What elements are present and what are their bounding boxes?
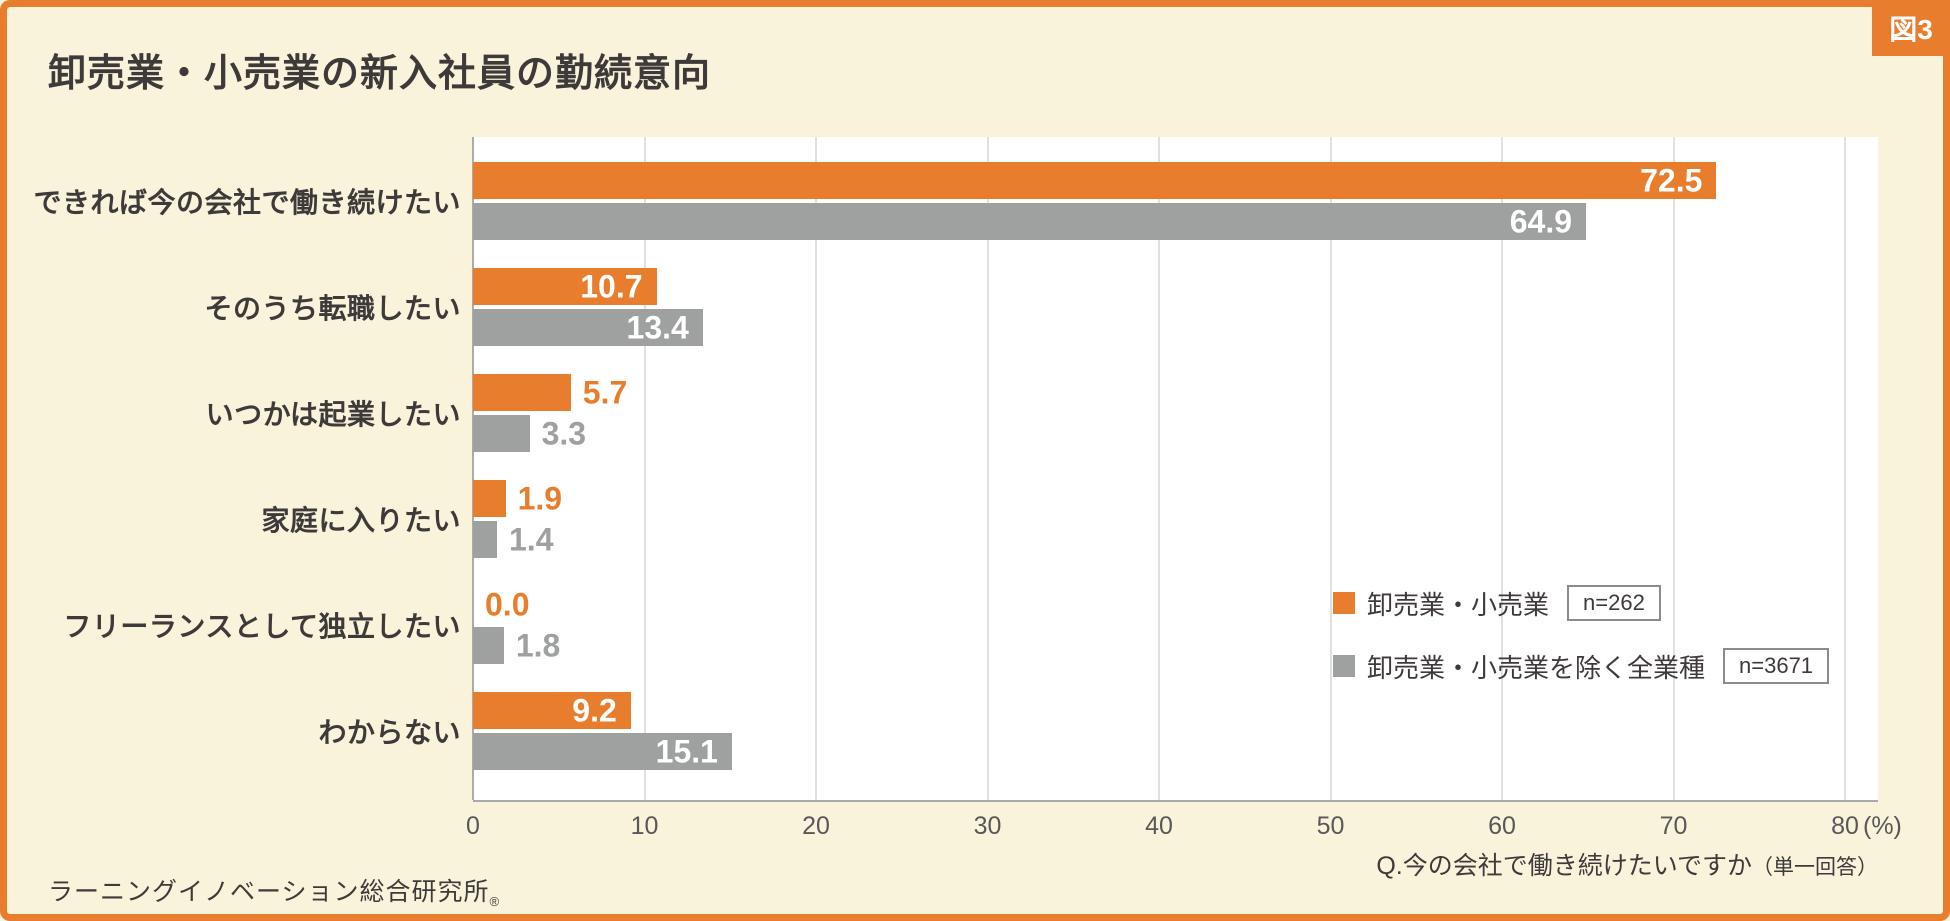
bar-wholesale-retail: 9.2 <box>473 692 631 729</box>
value-label: 15.1 <box>655 733 718 769</box>
survey-question-note: （単一回答） <box>1752 856 1878 879</box>
category-label: そのうち転職したい <box>204 293 461 324</box>
bar-wholesale-retail: 10.7 <box>473 268 657 305</box>
bar-row-wholesale-retail-2: 5.7 <box>473 374 1845 411</box>
gridline-50 <box>1329 137 1332 800</box>
bar-all-other: 15.1 <box>473 733 732 770</box>
x-tick-30: 30 <box>973 812 1002 840</box>
x-tick-40: 40 <box>1145 812 1173 840</box>
legend-n-badge: n=262 <box>1567 585 1661 621</box>
gridline-10 <box>643 137 646 800</box>
bar-row-wholesale-retail-1: 10.7 <box>473 268 1845 305</box>
bar-row-all-other-1: 13.4 <box>473 309 1845 346</box>
category-label: いつかは起業したい <box>205 399 461 430</box>
bar-row-all-other-0: 64.9 <box>473 203 1845 240</box>
chart-plot-area: 卸売業・小売業 n=262 卸売業・小売業を除く全業種 n=3671 0 10 20… <box>466 137 1902 840</box>
x-tick-60: 60 <box>1488 812 1516 840</box>
bar-all-other: 13.4 <box>473 309 703 346</box>
figure-number-badge: 図3 <box>1872 0 1950 56</box>
registered-trademark-mark: ® <box>489 894 501 909</box>
bar-row-all-other-3: 1.4 <box>473 521 1845 558</box>
category-label: わからない <box>318 717 461 748</box>
x-tick-10: 10 <box>630 812 659 840</box>
gridline-70 <box>1672 137 1675 800</box>
legend-label: 卸売業・小売業を除く全業種 <box>1367 652 1706 683</box>
value-label: 3.3 <box>541 415 587 451</box>
bar-row-wholesale-retail-3: 1.9 <box>473 480 1845 517</box>
x-tick-20: 20 <box>802 812 830 840</box>
bar-all-other <box>473 521 497 558</box>
value-label: 1.8 <box>515 627 561 663</box>
bar-row-wholesale-retail-5: 9.2 <box>473 692 1845 729</box>
gridline-80 <box>1844 137 1846 800</box>
gridline-20 <box>815 137 817 800</box>
bar-wholesale-retail <box>473 374 571 411</box>
x-axis-unit: (%) <box>1863 812 1902 840</box>
bar-row-all-other-4: 1.8 <box>473 627 1845 664</box>
value-label: 5.7 <box>582 374 628 410</box>
bar-all-other: 64.9 <box>473 203 1587 240</box>
value-label: 0.0 <box>485 586 530 622</box>
x-tick-0: 0 <box>466 812 480 840</box>
legend-swatch-orange <box>1333 592 1355 614</box>
legend-item-all-other-industries: 卸売業・小売業を除く全業種 n=3671 <box>1333 648 1830 684</box>
bar-wholesale-retail <box>473 480 506 517</box>
survey-question: Q.今の会社で働き続けたいですか（単一回答） <box>1376 846 1878 882</box>
value-label: 1.4 <box>509 521 554 557</box>
category-label: できれば今の会社で働き続けたい <box>33 187 461 218</box>
value-label: 64.9 <box>1509 203 1573 239</box>
page-title: 卸売業・小売業の新入社員の勤続意向 <box>48 53 712 95</box>
legend-swatch-gray <box>1333 655 1355 677</box>
bar-row-all-other-2: 3.3 <box>473 415 1845 452</box>
legend: 卸売業・小売業 n=262 卸売業・小売業を除く全業種 n=3671 <box>1333 585 1830 711</box>
value-label: 13.4 <box>626 309 689 345</box>
survey-question-text: Q.今の会社で働き続けたいですか <box>1376 852 1752 880</box>
bar-row-wholesale-retail-0: 72.5 <box>473 162 1845 199</box>
legend-n-badge: n=3671 <box>1723 648 1830 684</box>
gridline-30 <box>986 137 989 800</box>
x-tick-50: 50 <box>1316 812 1345 840</box>
legend-item-wholesale-retail: 卸売業・小売業 n=262 <box>1333 585 1829 621</box>
bar-all-other <box>473 627 504 664</box>
bar-wholesale-retail: 72.5 <box>473 162 1717 199</box>
value-label: 10.7 <box>580 268 643 304</box>
source-name: ラーニングイノベーション総合研究所 <box>48 878 490 906</box>
gridline-40 <box>1158 137 1160 800</box>
category-label: フリーランスとして独立したい <box>63 611 461 642</box>
gridline-0 <box>472 137 474 800</box>
x-tick-70: 70 <box>1659 812 1688 840</box>
legend-label: 卸売業・小売業 <box>1367 589 1550 620</box>
x-tick-80: 80 <box>1831 812 1859 840</box>
bar-row-all-other-5: 15.1 <box>473 733 1845 770</box>
value-label: 1.9 <box>517 480 563 516</box>
bar-all-other <box>473 415 530 452</box>
gridline-60 <box>1501 137 1503 800</box>
source-attribution: ラーニングイノベーション総合研究所® <box>48 872 500 909</box>
category-label: 家庭に入りたい <box>261 505 461 536</box>
value-label: 72.5 <box>1640 162 1703 198</box>
value-label: 9.2 <box>572 692 617 728</box>
category-labels: できれば今の会社で働き続けたいそのうち転職したい いつかは起業したい家庭に入りたい… <box>30 137 461 802</box>
bar-row-wholesale-retail-4: 0.0 <box>473 586 1845 623</box>
